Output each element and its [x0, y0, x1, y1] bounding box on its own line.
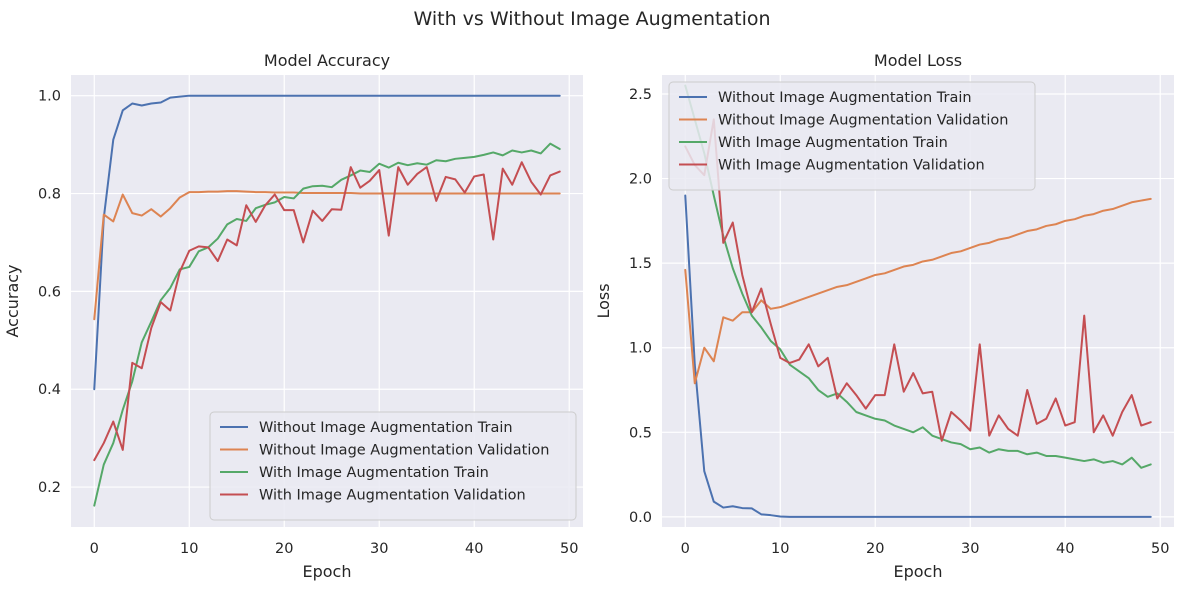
accuracy-y-tick-label: 0.4 [38, 382, 61, 398]
loss-series-line-4 [684, 118, 1152, 442]
loss-chart: 0 10 20 30 40 50 0.0 0.5 1.0 1.5 2.0 2.5 Model Loss E… [594, 51, 1174, 581]
accuracy-chart-title: Model Accuracy [264, 51, 390, 70]
loss-x-tick-label: 50 [1151, 541, 1169, 557]
loss-x-tick-label: 40 [1056, 541, 1074, 557]
accuracy-y-tick-label: 0.2 [38, 480, 61, 496]
loss-y-tick-label: 1.5 [629, 256, 652, 272]
accuracy-y-tick-label: 1.0 [38, 89, 61, 105]
loss-y-tick-label: 0.0 [629, 510, 652, 526]
accuracy-y-axis-label: Accuracy [3, 264, 22, 337]
loss-x-axis-label: Epoch [894, 562, 943, 581]
accuracy-x-axis-label: Epoch [303, 562, 352, 581]
accuracy-chart: 0 10 20 30 40 50 0.2 0.4 0.6 0.8 1.0 Model Accuracy… [3, 51, 583, 581]
loss-x-tick-label: 10 [771, 541, 789, 557]
accuracy-legend: Without Image Augmentation Train Without … [209, 411, 577, 521]
loss-legend-label: Without Image Augmentation Train [718, 90, 972, 106]
accuracy-y-tick-label: 0.8 [38, 187, 61, 203]
accuracy-legend-label: Without Image Augmentation Train [259, 420, 513, 436]
loss-legend-box [668, 81, 1036, 191]
accuracy-x-tick-label: 0 [90, 541, 99, 557]
accuracy-x-tick-label: 10 [180, 541, 198, 557]
loss-legend: Without Image Augmentation Train Without … [668, 81, 1036, 191]
accuracy-series-line-4 [93, 161, 561, 462]
loss-x-tick-label: 30 [961, 541, 979, 557]
loss-x-tick-label: 20 [866, 541, 884, 557]
loss-y-tick-label: 0.5 [629, 425, 652, 441]
accuracy-legend-label: Without Image Augmentation Validation [259, 443, 549, 459]
accuracy-series-line-1 [93, 94, 561, 391]
accuracy-x-tick-label: 40 [465, 541, 483, 557]
accuracy-legend-box [209, 411, 577, 521]
loss-legend-label: With Image Augmentation Validation [718, 158, 985, 174]
accuracy-x-tick-label: 20 [275, 541, 293, 557]
loss-legend-label: With Image Augmentation Train [718, 135, 948, 151]
figure-title: With vs Without Image Augmentation [413, 8, 770, 30]
loss-series-line-1 [684, 194, 1152, 518]
loss-x-tick-label: 0 [681, 541, 690, 557]
loss-series-line-3 [684, 84, 1152, 469]
loss-y-tick-label: 1.0 [629, 341, 652, 357]
loss-y-axis-label: Loss [594, 283, 613, 318]
accuracy-x-tick-label: 50 [560, 541, 578, 557]
loss-legend-label: Without Image Augmentation Validation [718, 113, 1008, 129]
loss-y-tick-label: 2.5 [629, 87, 652, 103]
loss-series-line-2 [684, 197, 1152, 385]
loss-y-tick-label: 2.0 [629, 172, 652, 188]
accuracy-x-tick-label: 30 [370, 541, 388, 557]
loss-chart-title: Model Loss [874, 51, 962, 70]
accuracy-legend-label: With Image Augmentation Train [259, 465, 489, 481]
accuracy-y-tick-label: 0.6 [38, 284, 61, 300]
accuracy-legend-label: With Image Augmentation Validation [259, 488, 526, 504]
accuracy-series-line-2 [93, 190, 561, 321]
accuracy-series-line-3 [93, 142, 561, 507]
